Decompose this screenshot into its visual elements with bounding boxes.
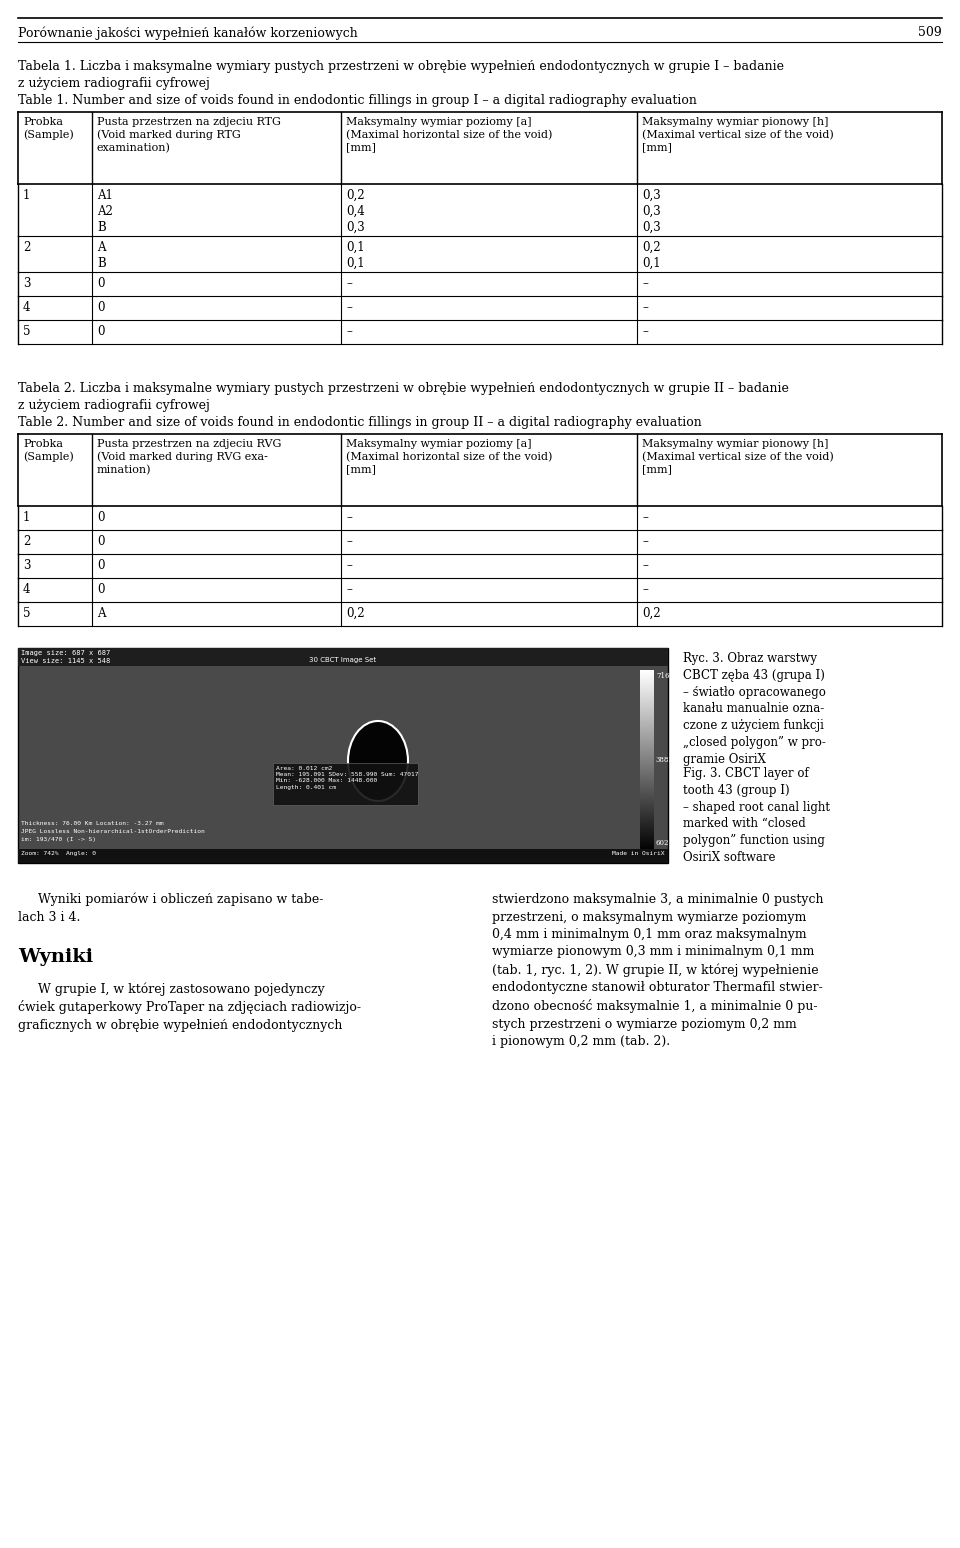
Text: 30 CBCT Image Set: 30 CBCT Image Set	[309, 656, 376, 663]
Text: 0: 0	[97, 325, 105, 337]
Text: Area: 0.012 cm2
Mean: 195.091 SDev: 558.990 Sum: 47017
Min: -628.000 Max: 1448.0: Area: 0.012 cm2 Mean: 195.091 SDev: 558.…	[276, 766, 419, 789]
Text: Table 1. Number and size of voids found in endodontic fillings in group I – a di: Table 1. Number and size of voids found …	[18, 94, 697, 107]
Text: –: –	[347, 584, 352, 596]
Text: –: –	[347, 511, 352, 525]
Text: –: –	[347, 559, 352, 573]
Text: 3: 3	[23, 559, 31, 573]
Text: –: –	[642, 559, 648, 573]
Text: Tabela 2. Liczba i maksymalne wymiary pustych przestrzeni w obrębie wypełnień en: Tabela 2. Liczba i maksymalne wymiary pu…	[18, 382, 789, 412]
Bar	[18, 848, 668, 862]
Ellipse shape	[348, 721, 408, 800]
Text: Wyniki pomiarów i obliczeń zapisano w tabe-
lach 3 i 4.: Wyniki pomiarów i obliczeń zapisano w ta…	[18, 893, 324, 924]
Bar	[273, 763, 418, 805]
Text: Image size: 687 x 687: Image size: 687 x 687	[21, 650, 110, 656]
Text: 509: 509	[919, 26, 942, 39]
Text: Maksymalny wymiar pionowy [h]
(Maximal vertical size of the void)
[mm]: Maksymalny wymiar pionowy [h] (Maximal v…	[642, 440, 834, 474]
Text: 0,3
0,3
0,3: 0,3 0,3 0,3	[642, 189, 660, 234]
Text: Maksymalny wymiar poziomy [a]
(Maximal horizontal size of the void)
[mm]: Maksymalny wymiar poziomy [a] (Maximal h…	[347, 118, 553, 152]
Text: im: 193/470 (I -> S): im: 193/470 (I -> S)	[21, 837, 96, 842]
Text: –: –	[642, 277, 648, 289]
Text: Fig. 3. CBCT layer of
tooth 43 (group I)
– shaped root canal light
marked with “: Fig. 3. CBCT layer of tooth 43 (group I)…	[683, 766, 830, 864]
Text: –: –	[642, 300, 648, 314]
Text: Zoom: 742%  Angle: 0: Zoom: 742% Angle: 0	[21, 851, 96, 856]
Text: 4: 4	[23, 300, 31, 314]
Text: 1: 1	[23, 511, 31, 525]
Bar	[18, 649, 668, 666]
Text: A1
A2
B: A1 A2 B	[97, 189, 112, 234]
Text: 0,2
0,4
0,3: 0,2 0,4 0,3	[347, 189, 365, 234]
Text: Ryc. 3. Obraz warstwy
CBCT zęba 43 (grupa I)
– światło opracowanego
kanału manua: Ryc. 3. Obraz warstwy CBCT zęba 43 (grup…	[683, 652, 826, 766]
Text: Made in OsiriX: Made in OsiriX	[612, 851, 665, 856]
Text: Probka
(Sample): Probka (Sample)	[23, 440, 74, 463]
Text: –: –	[347, 300, 352, 314]
Text: –: –	[347, 277, 352, 289]
Text: 5: 5	[23, 325, 31, 337]
Text: Porównanie jakości wypełnień kanałów korzeniowych: Porównanie jakości wypełnień kanałów kor…	[18, 26, 358, 40]
Text: –: –	[642, 536, 648, 548]
Text: –: –	[642, 511, 648, 525]
Text: 0: 0	[97, 277, 105, 289]
Text: Probka
(Sample): Probka (Sample)	[23, 118, 74, 141]
Text: Pusta przestrzen na zdjeciu RTG
(Void marked during RTG
examination): Pusta przestrzen na zdjeciu RTG (Void ma…	[97, 118, 280, 153]
Text: 5: 5	[23, 607, 31, 621]
Text: 3: 3	[23, 277, 31, 289]
Text: View size: 1145 x 548: View size: 1145 x 548	[21, 658, 110, 664]
Text: 0: 0	[97, 559, 105, 573]
Text: –: –	[347, 325, 352, 337]
Text: 602: 602	[656, 839, 669, 847]
Text: –: –	[642, 325, 648, 337]
Bar	[18, 649, 668, 862]
Text: Wyniki: Wyniki	[18, 947, 93, 966]
Text: 0,2: 0,2	[642, 607, 660, 621]
Text: Pusta przestrzen na zdjeciu RVG
(Void marked during RVG exa-
mination): Pusta przestrzen na zdjeciu RVG (Void ma…	[97, 440, 281, 475]
Text: –: –	[642, 584, 648, 596]
Text: 0: 0	[97, 511, 105, 525]
Text: 4: 4	[23, 584, 31, 596]
Text: A
B: A B	[97, 241, 106, 269]
Text: 1: 1	[23, 189, 31, 201]
Text: 2: 2	[23, 536, 31, 548]
Text: 7162: 7162	[656, 672, 674, 680]
Text: 0,2: 0,2	[347, 607, 365, 621]
Text: Maksymalny wymiar pionowy [h]
(Maximal vertical size of the void)
[mm]: Maksymalny wymiar pionowy [h] (Maximal v…	[642, 118, 834, 152]
Text: A: A	[97, 607, 106, 621]
Text: 0: 0	[97, 300, 105, 314]
Text: W grupie I, w której zastosowano pojedynczy
ćwiek gutaperkowy ProTaper na zdjęci: W grupie I, w której zastosowano pojedyn…	[18, 981, 361, 1033]
Text: 0,2
0,1: 0,2 0,1	[642, 241, 660, 269]
Text: –: –	[347, 536, 352, 548]
Text: Thickness: 76.00 Km Location: -3.27 mm: Thickness: 76.00 Km Location: -3.27 mm	[21, 820, 163, 827]
Text: Maksymalny wymiar poziomy [a]
(Maximal horizontal size of the void)
[mm]: Maksymalny wymiar poziomy [a] (Maximal h…	[347, 440, 553, 474]
Text: 3882: 3882	[656, 757, 674, 765]
Text: 0: 0	[97, 584, 105, 596]
Text: Tabela 1. Liczba i maksymalne wymiary pustych przestrzeni w obrębie wypełnień en: Tabela 1. Liczba i maksymalne wymiary pu…	[18, 60, 784, 90]
Text: 0,1
0,1: 0,1 0,1	[347, 241, 365, 269]
Text: JPEG Lossless Non-hierarchical-1stOrderPrediction: JPEG Lossless Non-hierarchical-1stOrderP…	[21, 830, 204, 834]
Text: stwierdzono maksymalnie 3, a minimalnie 0 pustych
przestrzeni, o maksymalnym wym: stwierdzono maksymalnie 3, a minimalnie …	[492, 893, 824, 1048]
Text: 2: 2	[23, 241, 31, 254]
Text: 0: 0	[97, 536, 105, 548]
Text: Table 2. Number and size of voids found in endodontic fillings in group II – a d: Table 2. Number and size of voids found …	[18, 416, 702, 429]
